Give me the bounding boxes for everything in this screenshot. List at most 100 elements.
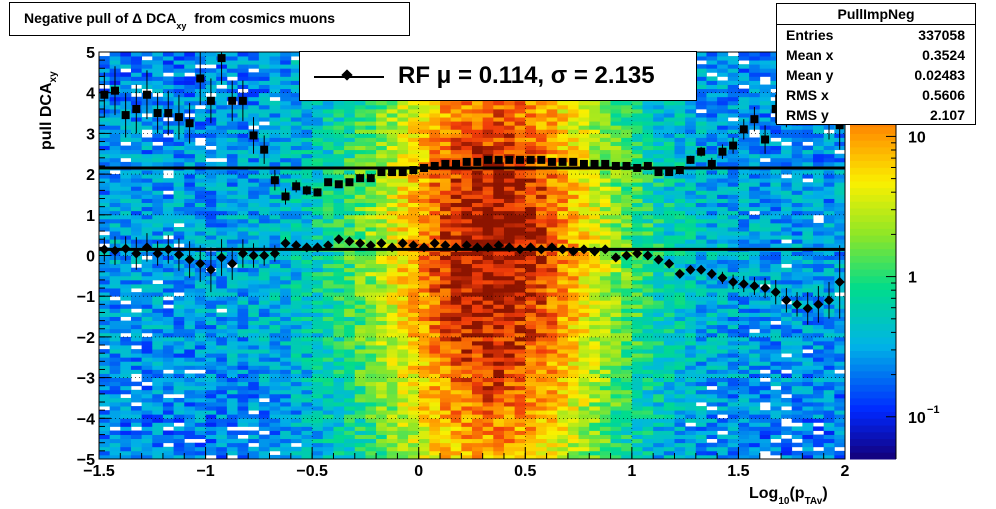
heatmap-cell	[418, 361, 430, 366]
heatmap-cell	[99, 446, 111, 452]
heatmap-cell	[599, 426, 611, 431]
heatmap-cell	[557, 275, 569, 281]
heatmap-cell	[237, 292, 249, 297]
heatmap-cell	[205, 385, 217, 391]
heatmap-cell	[440, 373, 452, 378]
heatmap-cell	[397, 157, 409, 163]
heatmap-cell	[482, 186, 494, 191]
heatmap-cell	[472, 190, 484, 195]
heatmap-cell	[109, 446, 121, 452]
heatmap-cell	[130, 68, 143, 73]
heatmap-cell	[184, 275, 196, 281]
heatmap-cell	[322, 389, 334, 395]
heatmap-cell	[472, 357, 484, 362]
heatmap-cell	[365, 214, 377, 220]
heatmap-cell	[109, 454, 121, 460]
heatmap-cell	[546, 137, 558, 142]
heatmap-cell	[418, 324, 430, 330]
heatmap-cell	[344, 373, 356, 378]
heatmap-cell	[567, 442, 579, 448]
heatmap-cell	[482, 218, 494, 224]
heatmap-cell	[344, 218, 356, 224]
heatmap-cell	[226, 72, 238, 77]
heatmap-cell	[333, 300, 345, 305]
heatmap-cell	[408, 300, 420, 305]
heatmap-cell	[216, 231, 228, 236]
heatmap-cell	[376, 100, 388, 106]
heatmap-cell	[525, 149, 537, 155]
heatmap-cell	[621, 104, 633, 110]
heatmap-cell	[226, 434, 238, 440]
heatmap-cell	[557, 210, 569, 216]
heatmap-cell	[610, 345, 622, 350]
heatmap-cell	[397, 377, 409, 383]
heatmap-cell	[429, 210, 441, 216]
heatmap-cell	[567, 170, 579, 175]
heatmap-cell	[376, 231, 388, 236]
heatmap-cell	[503, 397, 516, 403]
heatmap-cell	[386, 227, 398, 232]
heatmap-cell	[386, 349, 398, 354]
heatmap-cell	[440, 133, 452, 138]
heatmap-cell	[578, 426, 590, 431]
heatmap-cell	[525, 292, 537, 297]
heatmap-cell	[216, 288, 228, 293]
heatmap-cell	[237, 385, 249, 391]
heatmap-cell	[184, 80, 196, 85]
heatmap-cell	[567, 227, 579, 232]
heatmap-cell	[344, 357, 356, 362]
heatmap-cell	[397, 104, 409, 110]
heatmap-cell	[237, 182, 249, 187]
heatmap-cell	[397, 345, 409, 350]
heatmap-cell	[290, 422, 302, 427]
heatmap-cell	[120, 52, 132, 57]
heatmap-cell	[472, 418, 484, 423]
heatmap-cell	[99, 227, 111, 232]
heatmap-cell	[461, 222, 473, 228]
heatmap-cell	[120, 365, 132, 370]
heatmap-cell	[152, 137, 164, 142]
heatmap-cell	[141, 170, 153, 175]
heatmap-cell	[503, 104, 516, 110]
heatmap-cell	[216, 194, 228, 199]
heatmap-cell	[354, 369, 366, 374]
heatmap-cell	[258, 113, 270, 118]
heatmap-cell	[173, 198, 185, 203]
heatmap-cell	[514, 320, 526, 326]
heatmap-cell	[99, 353, 111, 358]
heatmap-cell	[130, 178, 143, 183]
heatmap-cell	[120, 361, 132, 366]
heatmap-cell	[237, 227, 249, 232]
heatmap-cell	[173, 182, 185, 187]
heatmap-cell	[621, 397, 633, 403]
heatmap-cell	[152, 283, 164, 289]
heatmap-cell	[461, 283, 473, 289]
heatmap-cell	[354, 206, 366, 212]
heatmap-cell	[440, 328, 452, 334]
heatmap-cell	[450, 304, 462, 309]
heatmap-cell	[599, 361, 611, 366]
heatmap-cell	[621, 153, 633, 159]
heatmap-cell	[333, 113, 345, 118]
heatmap-cell	[418, 157, 430, 163]
heatmap-cell	[333, 104, 345, 110]
heatmap-cell	[365, 186, 377, 191]
heatmap-cell	[109, 231, 121, 236]
heatmap-cell	[631, 170, 643, 175]
heatmap-cell	[248, 397, 260, 403]
heatmap-cell	[578, 279, 590, 285]
heatmap-cell	[503, 275, 516, 281]
heatmap-cell	[578, 210, 590, 216]
heatmap-cell	[599, 275, 611, 281]
heatmap-cell	[589, 324, 601, 330]
heatmap-cell	[408, 377, 420, 383]
heatmap-cell	[205, 235, 217, 240]
heatmap-cell	[290, 316, 302, 322]
heatmap-cell	[258, 72, 270, 77]
heatmap-cell	[301, 108, 313, 114]
heatmap-cell	[365, 271, 377, 277]
heatmap-cell	[376, 145, 388, 151]
heatmap-cell	[312, 357, 324, 362]
heatmap-cell	[599, 308, 611, 313]
heatmap-cell	[557, 182, 569, 187]
